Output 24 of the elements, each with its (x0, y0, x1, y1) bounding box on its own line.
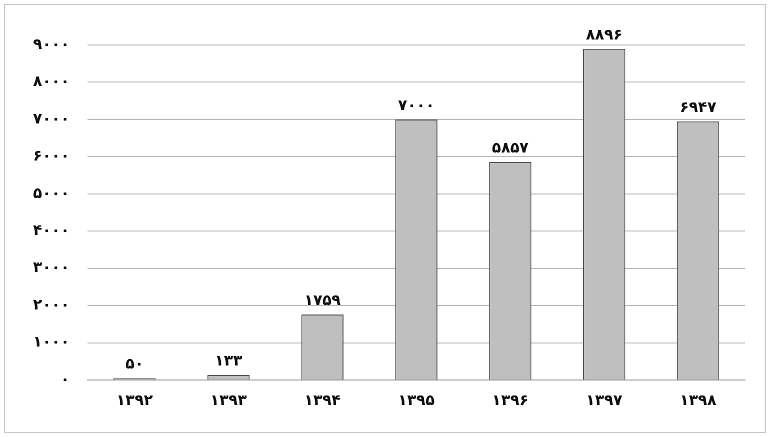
x-tick-label: ۱۳۹۲ (116, 390, 153, 409)
y-tick-label: ۷۰۰۰ (32, 109, 70, 128)
data-label: ۵۸۵۷ (492, 138, 529, 156)
data-label: ۵۰ (125, 354, 144, 373)
y-tick-label: ۵۰۰۰ (32, 184, 70, 202)
data-label: ۱۷۵۹ (304, 290, 341, 309)
data-label: ۱۳۳ (214, 351, 242, 370)
y-tick-label: ۴۰۰۰ (32, 221, 70, 239)
data-label: ۶۹۴۷ (680, 98, 716, 116)
data-label: ۷۰۰۰ (398, 96, 435, 114)
y-tick-label: ۲۰۰۰ (32, 295, 70, 314)
x-tick-label: ۱۳۹۴ (304, 390, 341, 409)
y-tick-label: ۹۰۰۰ (32, 34, 70, 53)
x-tick-label: ۱۳۹۷ (586, 390, 622, 409)
y-tick-label: ۸۰۰۰ (32, 72, 70, 90)
x-tick-label: ۱۳۹۳ (210, 390, 247, 409)
x-tick-label: ۱۳۹۶ (492, 390, 529, 409)
y-tick-label: ۱۰۰۰ (32, 332, 70, 351)
y-tick-label: ۰ (60, 370, 70, 388)
data-label: ۸۸۹۶ (586, 25, 622, 44)
y-tick-label: ۳۰۰۰ (32, 258, 70, 276)
y-tick-label: ۶۰۰۰ (32, 146, 70, 165)
x-tick-label: ۱۳۹۵ (398, 390, 435, 409)
x-tick-label: ۱۳۹۸ (680, 390, 716, 409)
